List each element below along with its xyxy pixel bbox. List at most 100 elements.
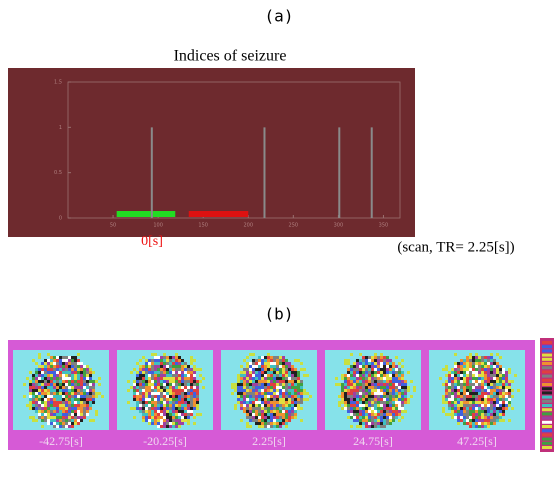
colorbar-stripe bbox=[542, 349, 552, 353]
pixel bbox=[291, 398, 294, 401]
pixel bbox=[267, 389, 270, 392]
pixel bbox=[142, 407, 145, 410]
pixel bbox=[47, 419, 50, 422]
pixel bbox=[190, 368, 193, 371]
pixel bbox=[445, 374, 448, 377]
pixel bbox=[249, 377, 252, 380]
pixel bbox=[392, 365, 395, 368]
pixel bbox=[374, 362, 377, 365]
pixel bbox=[481, 383, 484, 386]
pixel bbox=[380, 404, 383, 407]
pixel bbox=[270, 413, 273, 416]
pixel bbox=[148, 374, 151, 377]
pixel bbox=[478, 404, 481, 407]
pixel bbox=[169, 422, 172, 425]
pixel bbox=[365, 359, 368, 362]
pixel bbox=[172, 386, 175, 389]
pixel bbox=[193, 389, 196, 392]
pixel bbox=[401, 404, 404, 407]
pixel bbox=[395, 407, 398, 410]
pixel bbox=[74, 359, 77, 362]
pixel bbox=[359, 371, 362, 374]
pixel bbox=[300, 392, 303, 395]
pixel bbox=[398, 398, 401, 401]
pixel bbox=[404, 410, 407, 413]
pixel bbox=[258, 365, 261, 368]
pixel bbox=[398, 377, 401, 380]
pixel bbox=[344, 359, 347, 362]
pixel bbox=[341, 401, 344, 404]
pixel bbox=[505, 377, 508, 380]
pixel bbox=[294, 416, 297, 419]
pixel bbox=[59, 377, 62, 380]
pixel bbox=[264, 416, 267, 419]
pixel bbox=[294, 371, 297, 374]
pixel bbox=[68, 362, 71, 365]
plot-background bbox=[8, 68, 415, 237]
pixel bbox=[77, 413, 80, 416]
pixel bbox=[190, 398, 193, 401]
pixel bbox=[246, 377, 249, 380]
pixel bbox=[169, 380, 172, 383]
pixel bbox=[246, 401, 249, 404]
pixel bbox=[139, 359, 142, 362]
pixel bbox=[356, 365, 359, 368]
pixel bbox=[386, 359, 389, 362]
pixel bbox=[59, 359, 62, 362]
pixel bbox=[413, 386, 416, 389]
pixel bbox=[273, 404, 276, 407]
pixel bbox=[89, 404, 92, 407]
pixel bbox=[472, 356, 475, 359]
pixel bbox=[65, 410, 68, 413]
pixel bbox=[490, 368, 493, 371]
pixel bbox=[374, 407, 377, 410]
pixel bbox=[154, 392, 157, 395]
pixel bbox=[380, 368, 383, 371]
pixel bbox=[389, 383, 392, 386]
pixel bbox=[157, 389, 160, 392]
pixel bbox=[157, 359, 160, 362]
colorbar-stripe bbox=[542, 391, 552, 395]
pixel bbox=[493, 404, 496, 407]
pixel bbox=[68, 416, 71, 419]
pixel bbox=[475, 416, 478, 419]
pixel bbox=[490, 362, 493, 365]
pixel bbox=[386, 395, 389, 398]
pixel bbox=[255, 365, 258, 368]
pixel bbox=[398, 380, 401, 383]
pixel bbox=[56, 398, 59, 401]
pixel bbox=[145, 413, 148, 416]
interval bbox=[188, 211, 249, 217]
pixel bbox=[395, 368, 398, 371]
pixel bbox=[377, 407, 380, 410]
pixel bbox=[445, 398, 448, 401]
pixel bbox=[74, 398, 77, 401]
pixel bbox=[291, 368, 294, 371]
pixel bbox=[133, 386, 136, 389]
pixel bbox=[184, 389, 187, 392]
pixel bbox=[190, 377, 193, 380]
pixel bbox=[160, 419, 163, 422]
pixel bbox=[481, 386, 484, 389]
pixel bbox=[484, 371, 487, 374]
pixel bbox=[68, 425, 71, 428]
pixel bbox=[62, 422, 65, 425]
pixel bbox=[386, 368, 389, 371]
pixel bbox=[383, 389, 386, 392]
pixel bbox=[273, 356, 276, 359]
pixel bbox=[407, 389, 410, 392]
pixel bbox=[175, 410, 178, 413]
pixel bbox=[407, 386, 410, 389]
pixel bbox=[368, 377, 371, 380]
pixel bbox=[166, 392, 169, 395]
pixel bbox=[389, 392, 392, 395]
pixel bbox=[166, 422, 169, 425]
pixel bbox=[475, 404, 478, 407]
pixel bbox=[442, 395, 445, 398]
pixel bbox=[463, 362, 466, 365]
pixel bbox=[499, 380, 502, 383]
pixel bbox=[466, 386, 469, 389]
pixel bbox=[359, 419, 362, 422]
pixel bbox=[347, 386, 350, 389]
pixel bbox=[472, 416, 475, 419]
